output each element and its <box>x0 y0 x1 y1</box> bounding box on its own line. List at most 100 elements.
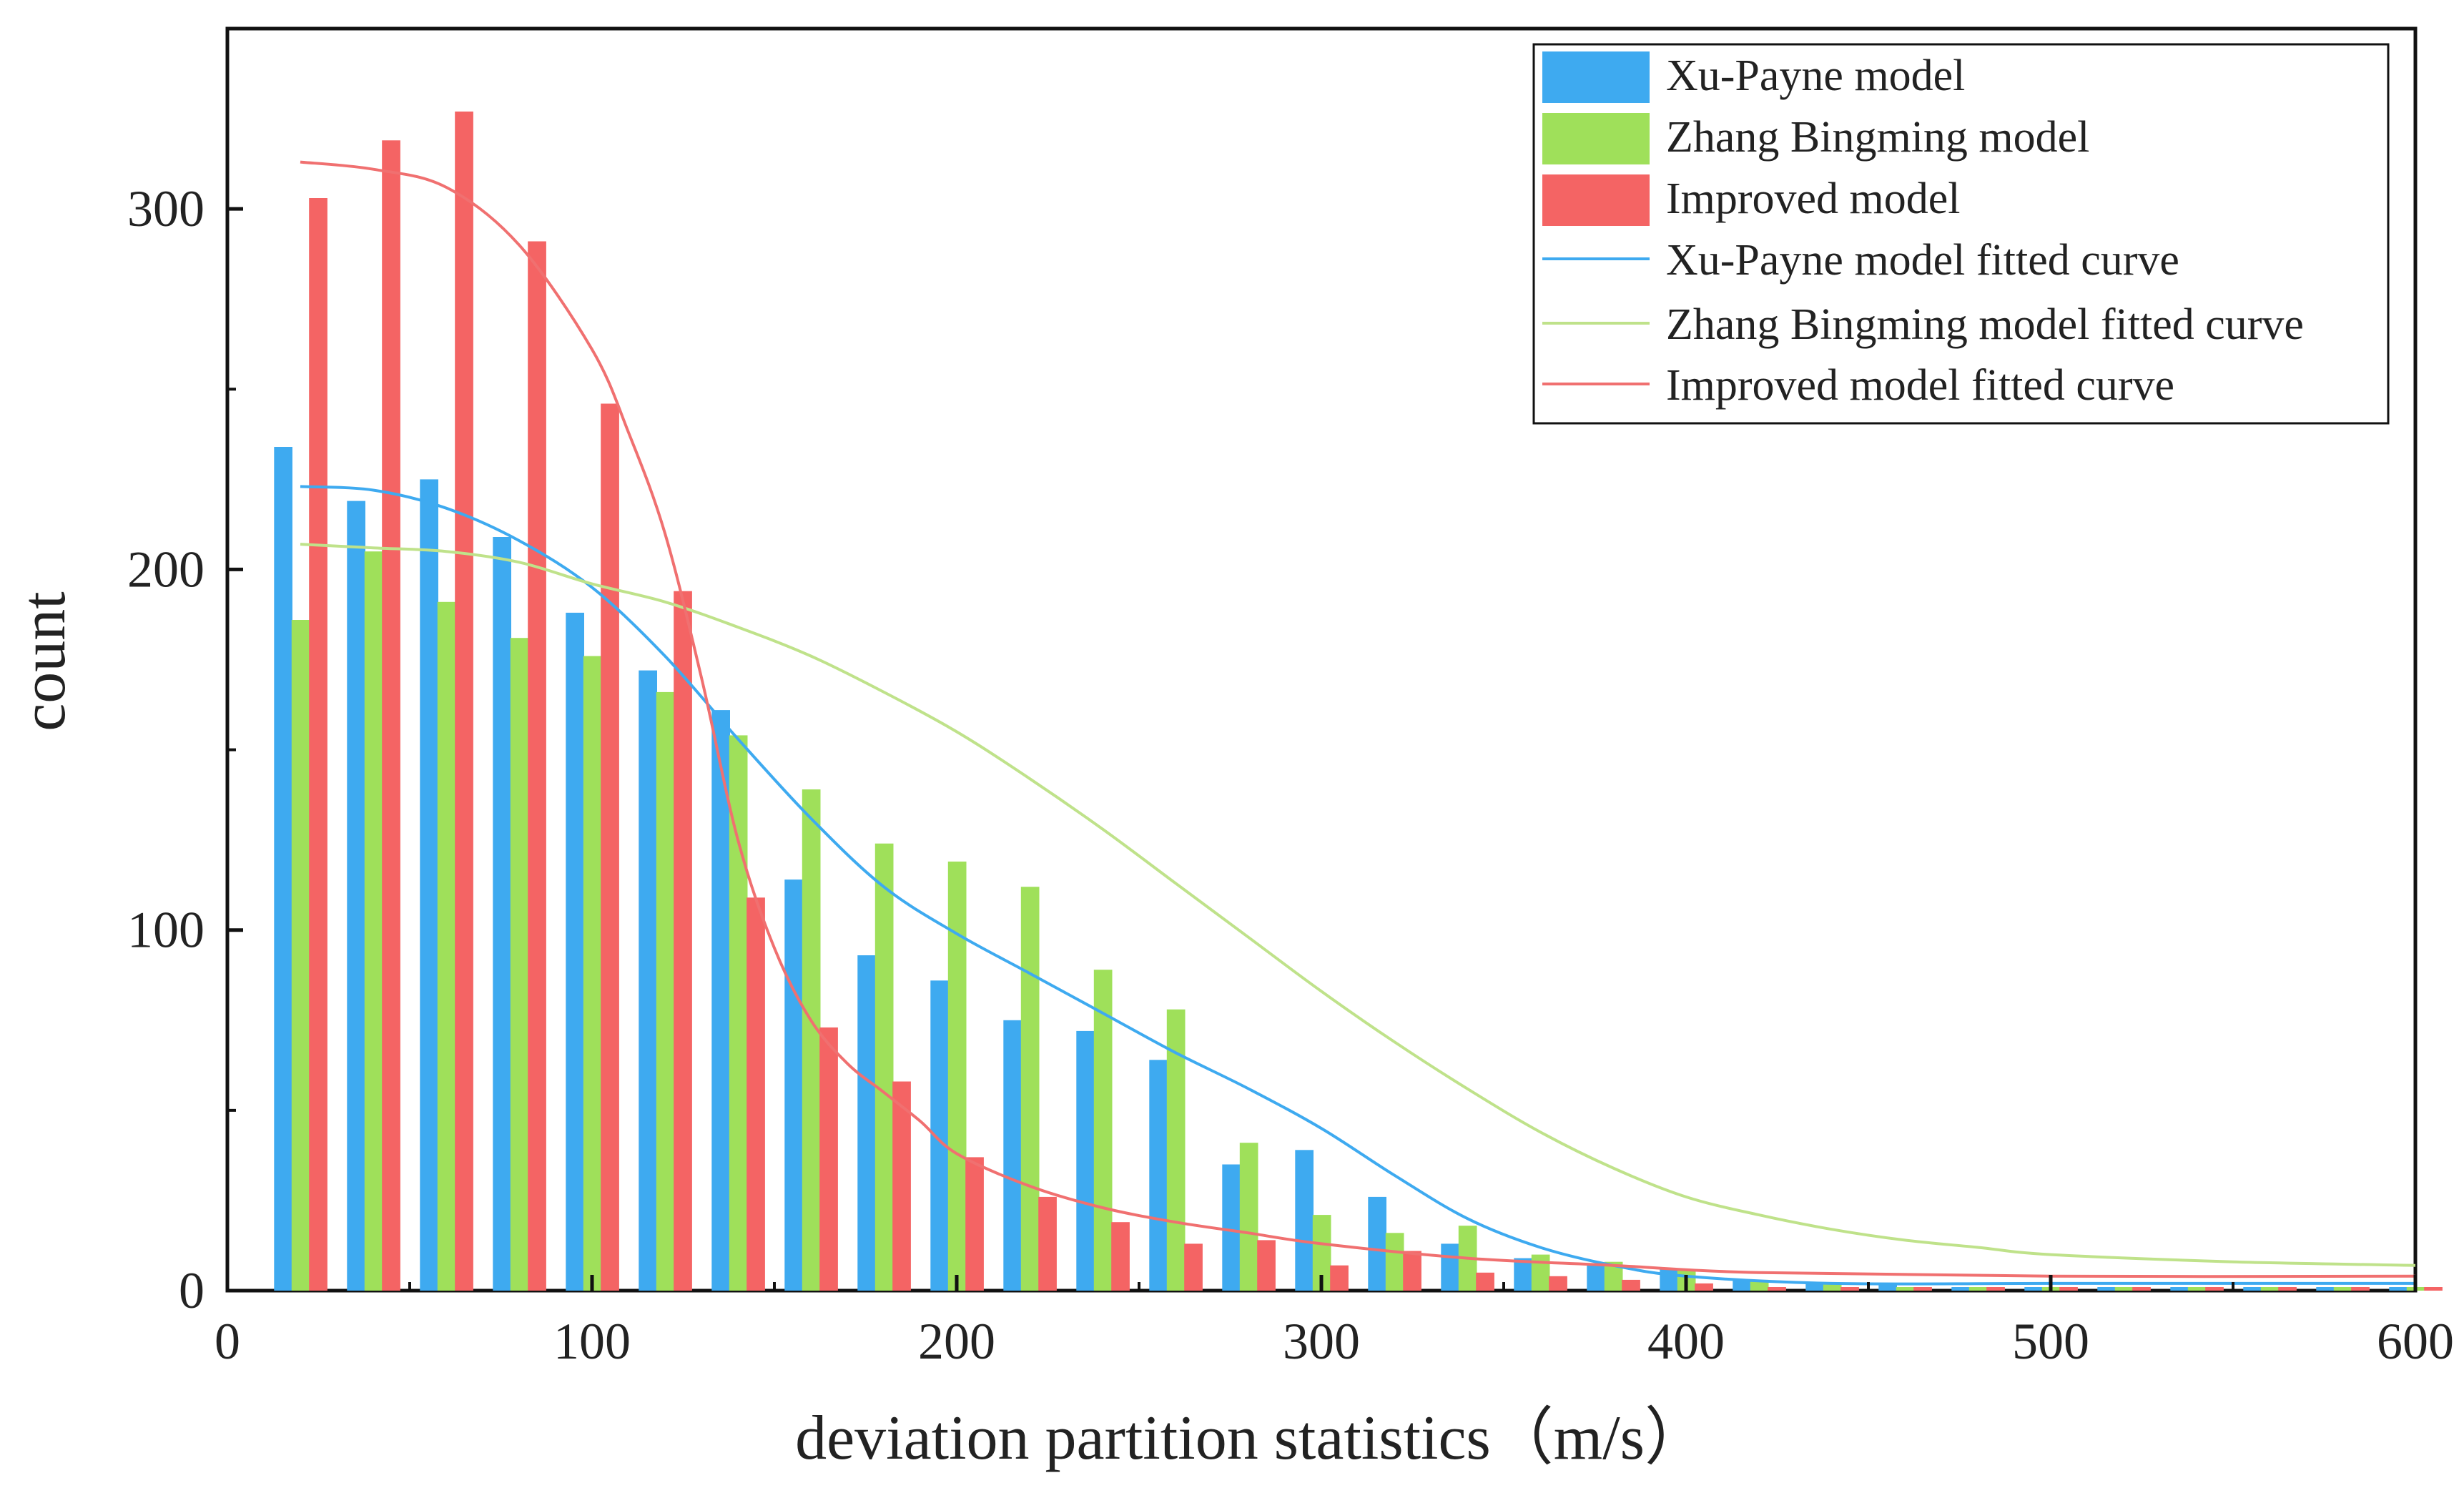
bar-xu-payne-model-20 <box>274 447 292 1291</box>
bar-zhang-bingming-model-360 <box>1531 1254 1550 1291</box>
bar-xu-payne-model-60 <box>420 479 438 1291</box>
bar-zhang-bingming-model-120 <box>656 691 675 1291</box>
bars-layer <box>274 112 2443 1291</box>
bar-improved-model-560 <box>2278 1287 2297 1291</box>
bar-improved-model-360 <box>1549 1276 1567 1291</box>
bar-zhang-bingming-model-580 <box>2333 1287 2352 1291</box>
bar-improved-model-180 <box>892 1081 911 1291</box>
bar-improved-model-120 <box>674 591 692 1291</box>
bar-xu-payne-model-460 <box>1878 1283 1897 1291</box>
bar-xu-payne-model-140 <box>711 710 730 1291</box>
bar-improved-model-580 <box>2351 1287 2370 1291</box>
bar-zhang-bingming-model-60 <box>437 601 456 1291</box>
bar-improved-model-260 <box>1184 1243 1203 1291</box>
bar-xu-payne-model-480 <box>1951 1287 1970 1291</box>
bar-xu-payne-model-260 <box>1149 1060 1168 1291</box>
bar-xu-payne-model-180 <box>857 955 876 1291</box>
bar-xu-payne-model-600 <box>2389 1287 2408 1291</box>
bar-xu-payne-model-160 <box>784 879 803 1291</box>
bar-improved-model-400 <box>1695 1283 1713 1291</box>
bar-xu-payne-model-280 <box>1222 1164 1241 1291</box>
bar-zhang-bingming-model-80 <box>510 638 529 1291</box>
bar-improved-model-420 <box>1768 1287 1786 1291</box>
bar-zhang-bingming-model-540 <box>2187 1287 2207 1291</box>
y-tick-label-100: 100 <box>127 902 204 959</box>
bar-zhang-bingming-model-140 <box>729 735 748 1291</box>
legend-label-improved-model: Improved model <box>1666 174 1961 223</box>
bar-zhang-bingming-model-160 <box>802 789 821 1291</box>
legend-label-zhang-bingming-model: Zhang Bingming model <box>1666 113 2089 162</box>
bar-improved-model-280 <box>1257 1240 1276 1291</box>
x-tick-label-500: 500 <box>2012 1313 2089 1370</box>
bar-xu-payne-model-560 <box>2243 1287 2262 1291</box>
bar-zhang-bingming-model-240 <box>1093 970 1113 1291</box>
legend-label-xu-payne-model: Xu-Payne model <box>1666 51 1965 100</box>
bar-improved-model-500 <box>2059 1287 2078 1291</box>
legend-label-zhang-bingming-model-fitted-curve: Zhang Bingming model fitted curve <box>1666 300 2304 349</box>
bar-xu-payne-model-100 <box>566 612 584 1291</box>
bar-xu-payne-model-320 <box>1368 1196 1386 1291</box>
bar-improved-model-60 <box>455 112 473 1291</box>
bar-xu-payne-model-240 <box>1076 1030 1095 1291</box>
legend-label-improved-model-fitted-curve: Improved model fitted curve <box>1666 361 2174 410</box>
curve-zhang-bingming-model-fitted-curve <box>300 543 2416 1267</box>
y-tick-label-0: 0 <box>179 1262 204 1319</box>
bar-zhang-bingming-model-180 <box>874 843 894 1291</box>
bar-improved-model-200 <box>965 1157 984 1291</box>
curve-improved-model-fitted-curve <box>300 160 2416 1278</box>
bar-improved-model-540 <box>2205 1287 2224 1291</box>
bar-zhang-bingming-model-460 <box>1896 1287 1915 1291</box>
y-tick-label-200: 200 <box>127 541 204 598</box>
bar-xu-payne-model-80 <box>493 537 511 1291</box>
legend-swatch-xu-payne-model <box>1542 51 1650 103</box>
bar-xu-payne-model-300 <box>1295 1150 1314 1291</box>
bar-xu-payne-model-500 <box>2024 1287 2043 1291</box>
x-tick-label-100: 100 <box>553 1313 631 1370</box>
bar-zhang-bingming-model-320 <box>1385 1233 1404 1291</box>
bar-xu-payne-model-400 <box>1660 1268 1678 1291</box>
bar-zhang-bingming-model-480 <box>1968 1287 1988 1291</box>
bar-xu-payne-model-380 <box>1587 1265 1605 1291</box>
bar-improved-model-20 <box>309 198 327 1291</box>
bar-zhang-bingming-model-40 <box>364 551 383 1291</box>
y-tick-label-300: 300 <box>127 180 204 237</box>
bar-improved-model-80 <box>528 241 546 1291</box>
bar-zhang-bingming-model-440 <box>1823 1283 1842 1291</box>
legend-label-xu-payne-model-fitted-curve: Xu-Payne model fitted curve <box>1666 236 2179 285</box>
bar-xu-payne-model-520 <box>2097 1287 2116 1291</box>
bar-improved-model-480 <box>1986 1287 2005 1291</box>
bar-improved-model-40 <box>382 140 400 1291</box>
axes-layer: 0 100 200 300 400 500 600 0 100 200 300 <box>127 180 2454 1370</box>
bar-xu-payne-model-120 <box>639 670 657 1291</box>
bar-improved-model-600 <box>2424 1287 2443 1291</box>
bar-improved-model-300 <box>1330 1265 1349 1291</box>
bar-improved-model-460 <box>1913 1287 1932 1291</box>
legend-swatch-zhang-bingming-model <box>1542 113 1650 164</box>
bar-improved-model-240 <box>1111 1222 1130 1291</box>
bar-xu-payne-model-420 <box>1733 1279 1751 1291</box>
fitted-curves-layer <box>300 160 2416 1286</box>
bar-zhang-bingming-model-280 <box>1239 1143 1258 1291</box>
bar-improved-model-340 <box>1476 1272 1494 1291</box>
bar-improved-model-220 <box>1038 1196 1057 1291</box>
bar-improved-model-140 <box>746 897 765 1291</box>
bar-zhang-bingming-model-560 <box>2260 1287 2280 1291</box>
bar-zhang-bingming-model-520 <box>2114 1287 2134 1291</box>
x-axis-title: deviation partition statistics（m/s） <box>795 1404 1707 1473</box>
x-tick-label-0: 0 <box>215 1313 240 1370</box>
bar-xu-payne-model-580 <box>2316 1287 2335 1291</box>
legend-box <box>1532 43 2390 425</box>
bar-xu-payne-model-540 <box>2170 1287 2189 1291</box>
curve-xu-payne-model-fitted-curve <box>300 485 2415 1286</box>
legend-swatch-improved-model <box>1542 174 1650 226</box>
bar-improved-model-100 <box>601 403 619 1291</box>
bar-xu-payne-model-220 <box>1003 1020 1022 1291</box>
x-tick-label-200: 200 <box>918 1313 995 1370</box>
bar-improved-model-520 <box>2132 1287 2151 1291</box>
x-tick-label-400: 400 <box>1647 1313 1725 1370</box>
bar-xu-payne-model-440 <box>1805 1283 1824 1291</box>
legend: Xu-Payne model Zhang Bingming model Improv… <box>1532 43 2390 425</box>
bar-xu-payne-model-40 <box>347 501 365 1291</box>
bar-zhang-bingming-model-20 <box>291 620 310 1291</box>
